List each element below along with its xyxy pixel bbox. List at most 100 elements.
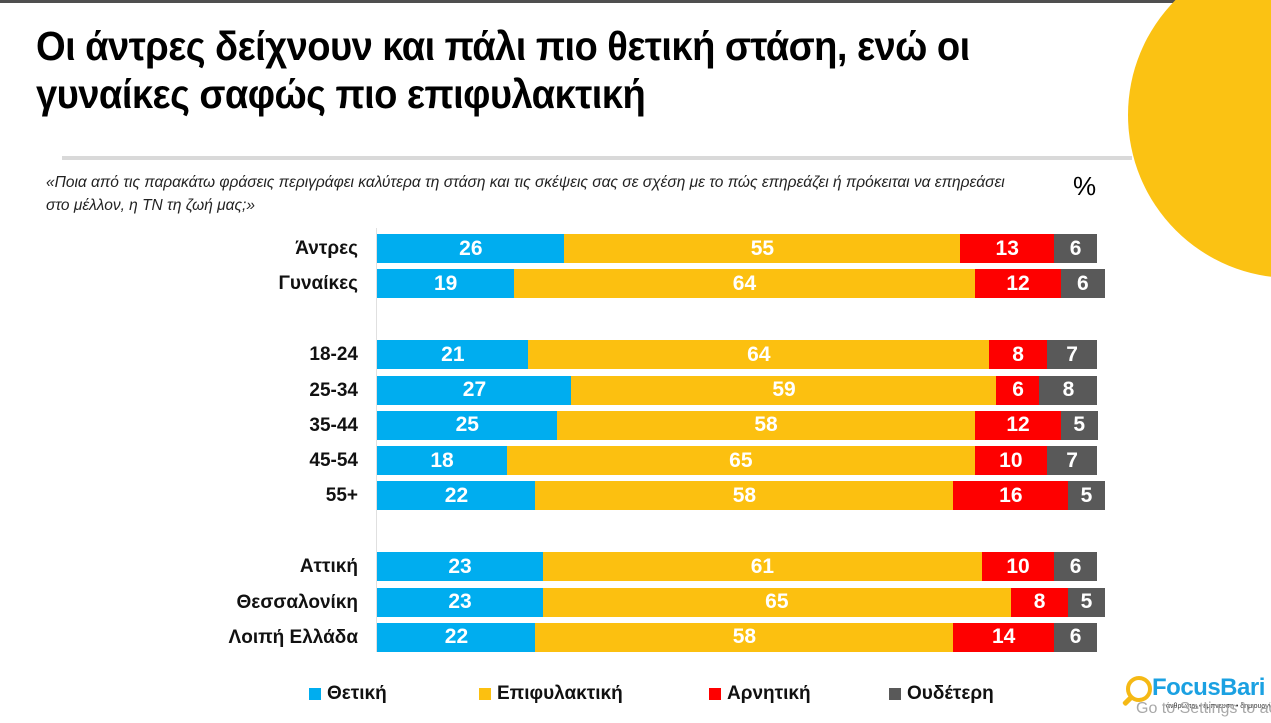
category-label: 25-34: [309, 379, 358, 401]
chart-axis-line: [376, 228, 377, 652]
bar-segment-Θετική: 22: [377, 481, 536, 511]
category-label: Λοιπή Ελλάδα: [228, 626, 358, 648]
legend-item: Επιφυλακτική: [479, 683, 623, 705]
data-label: 6: [1069, 625, 1082, 649]
bar-segment-Επιφυλακτική: 64: [513, 269, 976, 299]
bar-segment-Θετική: 23: [377, 587, 544, 617]
bar-segment-Επιφυλακτική: 55: [564, 234, 961, 263]
data-label: 7: [1066, 448, 1078, 472]
bar-segment-Θετική: 27: [377, 375, 572, 405]
bar-segment-Αρνητική: 14: [953, 622, 1055, 652]
bar-segment-Αρνητική: 12: [974, 410, 1062, 440]
bar-segment-Επιφυλακτική: 58: [535, 481, 954, 511]
title-separator: [62, 156, 1132, 160]
data-label: 10: [999, 448, 1023, 472]
data-label: 55: [750, 236, 775, 260]
category-label: Θεσσαλονίκη: [236, 591, 358, 613]
bar-segment-Επιφυλακτική: 65: [542, 587, 1012, 617]
data-label: 7: [1066, 342, 1078, 366]
bar-segment-Επιφυλακτική: 64: [528, 340, 990, 370]
bar-segment-Αρνητική: 8: [989, 340, 1048, 370]
category-label: 18-24: [309, 344, 358, 366]
focusbari-logo: FocusBari άνθρωποι • έμπνευση • δημιουργ…: [1121, 672, 1271, 723]
category-label: 35-44: [309, 414, 358, 436]
bar-segment-Επιφυλακτική: 65: [506, 446, 976, 475]
data-label: 23: [448, 590, 472, 614]
data-label: 5: [1080, 590, 1093, 614]
data-label: 59: [772, 378, 796, 402]
data-label: 65: [765, 590, 789, 614]
data-label: 58: [754, 413, 778, 437]
data-label: 61: [750, 554, 775, 578]
data-label: 14: [991, 625, 1016, 649]
unit-label: %: [1073, 171, 1097, 201]
data-label: 13: [995, 236, 1019, 260]
data-label: 23: [448, 554, 472, 578]
bar-segment-Ουδέτερη: 5: [1068, 481, 1105, 511]
legend-swatch-icon: [309, 688, 321, 700]
bar-segment-Ουδέτερη: 8: [1039, 375, 1098, 405]
data-label: 58: [732, 483, 757, 507]
bar-segment-Θετική: 18: [377, 446, 508, 475]
bar-segment-Αρνητική: 16: [953, 481, 1069, 511]
data-label: 26: [459, 236, 483, 260]
category-label: Γυναίκες: [278, 273, 359, 295]
bar-segment-Ουδέτερη: 6: [1053, 552, 1098, 582]
data-label: 12: [1006, 271, 1030, 295]
legend-swatch-icon: [889, 688, 901, 700]
data-label: 64: [747, 342, 771, 366]
data-label: 8: [1012, 342, 1024, 366]
legend-item: Ουδέτερη: [889, 683, 994, 705]
data-label: 65: [729, 448, 753, 472]
bar-segment-Αρνητική: 10: [981, 552, 1055, 582]
bar-segment-Θετική: 21: [377, 340, 529, 370]
logo-tagline: άνθρωποι • έμπνευση • δημιουργία: [1166, 703, 1271, 710]
activation-watermark: Go to Settings to act: [1136, 700, 1271, 717]
legend-label: Ουδέτερη: [907, 683, 994, 704]
bar-segment-Ουδέτερη: 5: [1061, 410, 1098, 440]
bar-segment-Αρνητική: 12: [974, 269, 1062, 299]
top-border: [0, 0, 1271, 3]
survey-question: «Ποια από τις παρακάτω φράσεις περιγράφε…: [46, 174, 1005, 214]
data-label: 27: [462, 378, 487, 402]
data-label: 8: [1062, 378, 1075, 402]
bar-segment-Ουδέτερη: 5: [1068, 587, 1105, 617]
bar-segment-Θετική: 23: [377, 552, 544, 582]
bar-segment-Αρνητική: 8: [1010, 587, 1069, 617]
bar-segment-Ουδέτερη: 6: [1053, 234, 1098, 263]
legend-label: Αρνητική: [727, 683, 811, 704]
legend-item: Αρνητική: [709, 683, 811, 705]
data-label: 64: [732, 271, 757, 295]
data-label: 5: [1073, 413, 1086, 437]
bar-segment-Αρνητική: 6: [996, 375, 1040, 405]
data-label: 5: [1080, 483, 1093, 507]
legend-swatch-icon: [479, 688, 491, 700]
data-label: 22: [444, 625, 469, 649]
bar-segment-Θετική: 25: [377, 410, 558, 440]
bar-segment-Ουδέτερη: 6: [1053, 622, 1098, 652]
legend-item: Θετική: [309, 683, 387, 705]
data-label: 8: [1033, 590, 1046, 614]
data-label: 21: [441, 342, 465, 366]
logo-name: FocusBari: [1152, 674, 1265, 701]
bar-segment-Ουδέτερη: 7: [1046, 340, 1098, 370]
bar-segment-Επιφυλακτική: 58: [557, 410, 976, 440]
slide-title: Οι άντρες δείχνουν και πάλι πιο θετική σ…: [36, 23, 970, 117]
bar-segment-Αρνητική: 10: [974, 446, 1048, 475]
legend-label: Επιφυλακτική: [497, 683, 623, 704]
bar-segment-Επιφυλακτική: 61: [542, 552, 983, 582]
category-label: 45-54: [309, 450, 358, 471]
bar-segment-Αρνητική: 13: [960, 234, 1055, 263]
data-label: 58: [732, 625, 757, 649]
bar-segment-Ουδέτερη: 7: [1046, 446, 1098, 475]
legend-swatch-icon: [709, 688, 721, 700]
data-label: 6: [1069, 554, 1082, 578]
chart-legend: Θετική Επιφυλακτική Αρνητική Ουδέτερη: [0, 683, 1271, 707]
data-label: 6: [1077, 271, 1089, 295]
category-label: Άντρες: [295, 238, 358, 259]
bar-segment-Επιφυλακτική: 59: [571, 375, 997, 405]
data-label: 10: [1006, 554, 1030, 578]
data-label: 22: [444, 483, 469, 507]
category-label: 55+: [325, 485, 358, 507]
